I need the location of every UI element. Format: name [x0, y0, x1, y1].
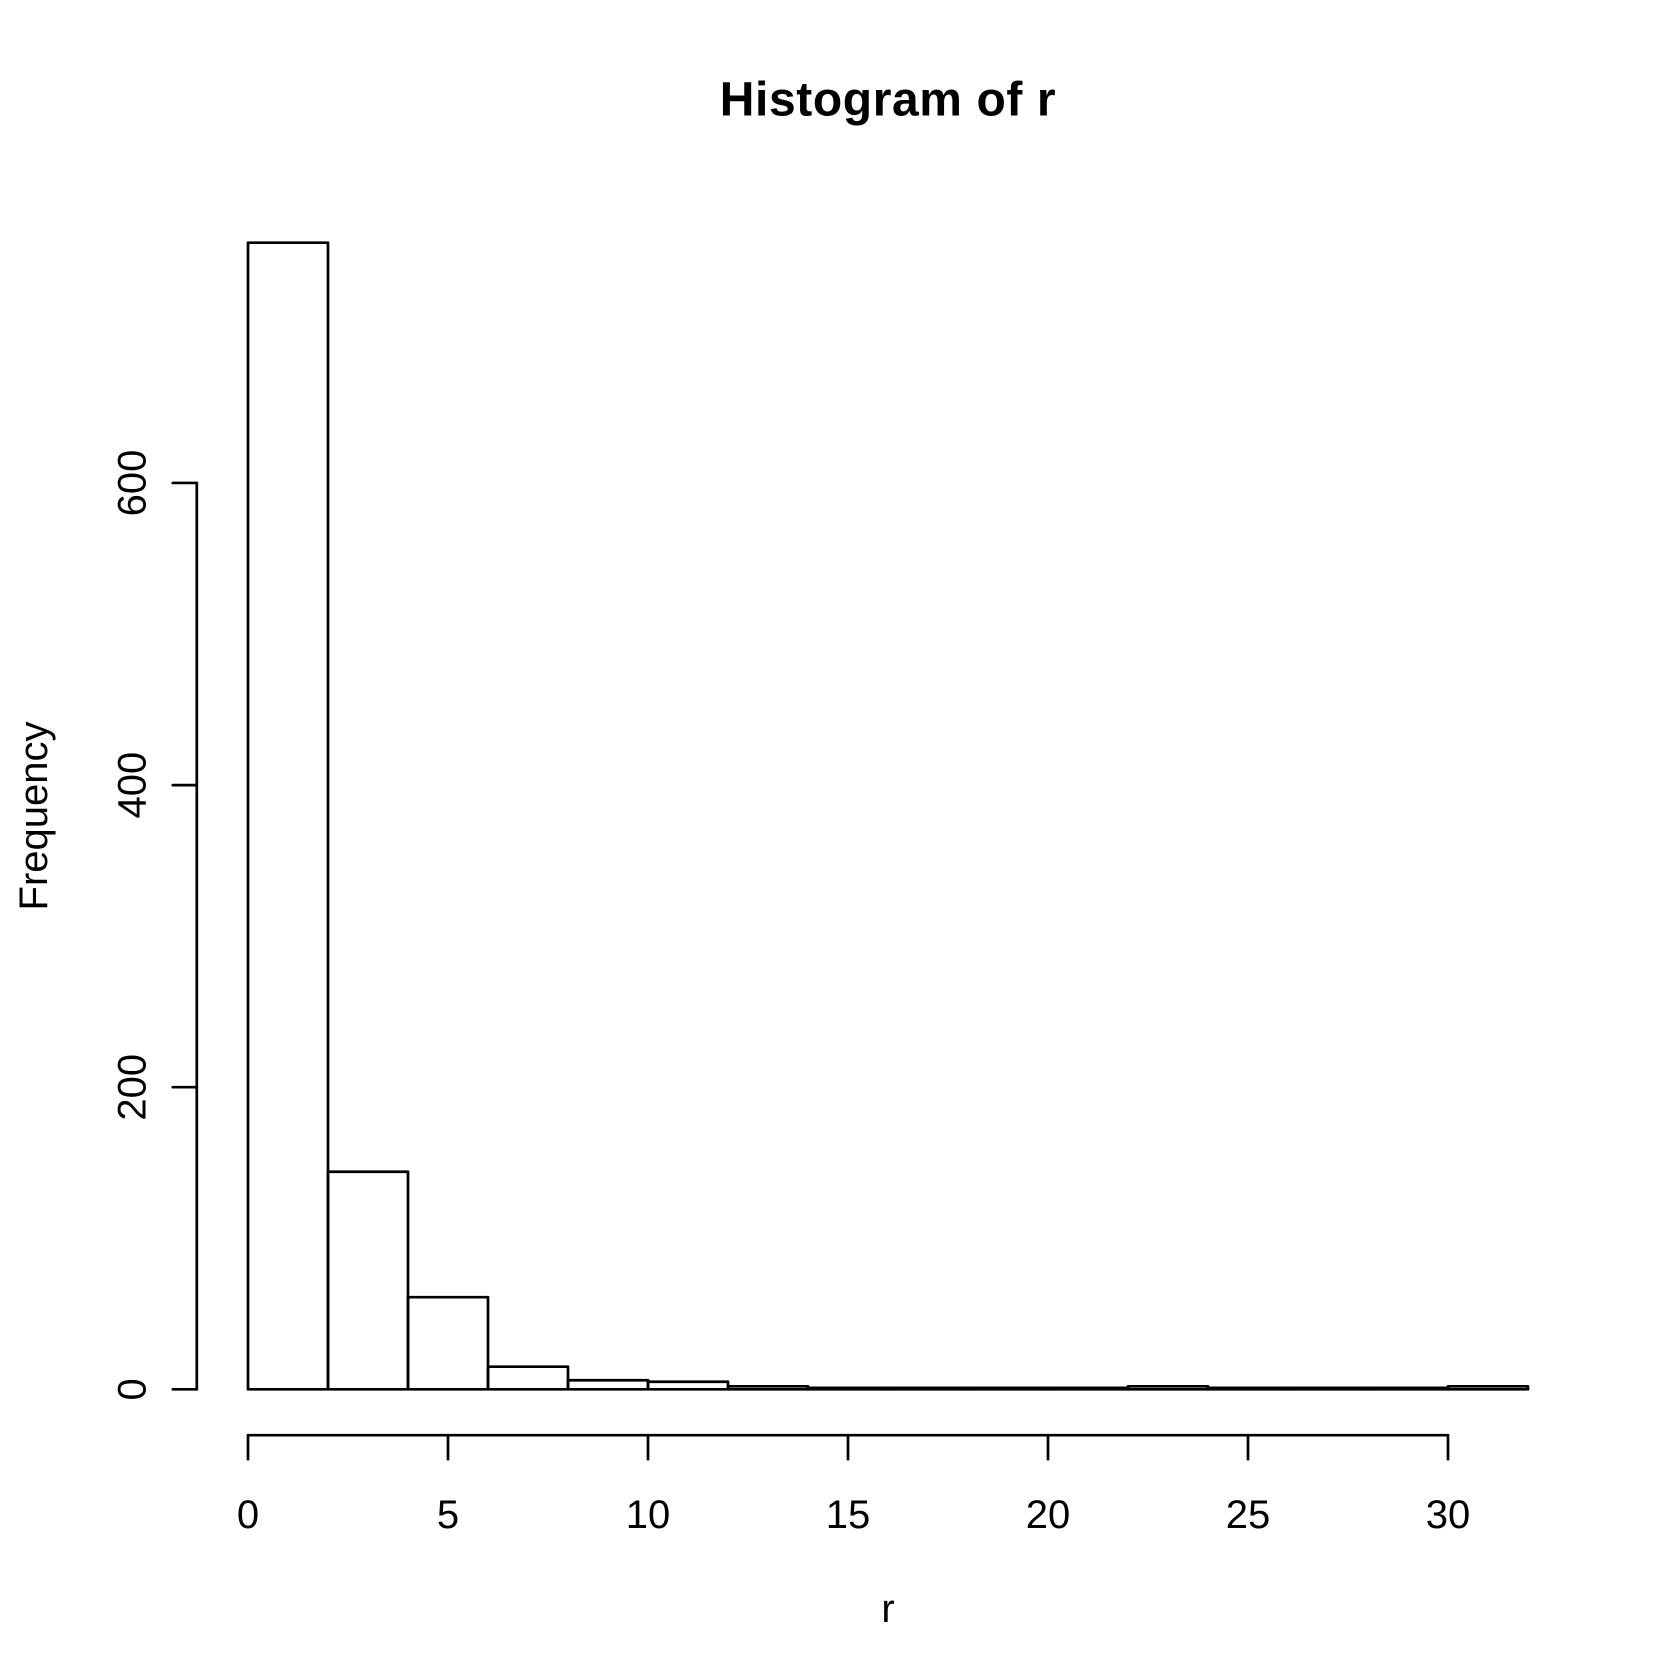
svg-text:10: 10	[626, 1493, 671, 1537]
svg-text:0: 0	[237, 1493, 259, 1537]
svg-text:20: 20	[1026, 1493, 1071, 1537]
svg-text:25: 25	[1226, 1493, 1271, 1537]
svg-text:r: r	[881, 1587, 894, 1631]
svg-text:15: 15	[826, 1493, 871, 1537]
svg-text:400: 400	[111, 752, 155, 819]
svg-text:5: 5	[437, 1493, 459, 1537]
svg-text:0: 0	[111, 1378, 155, 1400]
svg-text:200: 200	[111, 1054, 155, 1121]
svg-text:30: 30	[1426, 1493, 1471, 1537]
svg-text:Histogram of r: Histogram of r	[720, 74, 1056, 127]
svg-text:600: 600	[111, 450, 155, 517]
svg-text:Frequency: Frequency	[12, 722, 56, 911]
